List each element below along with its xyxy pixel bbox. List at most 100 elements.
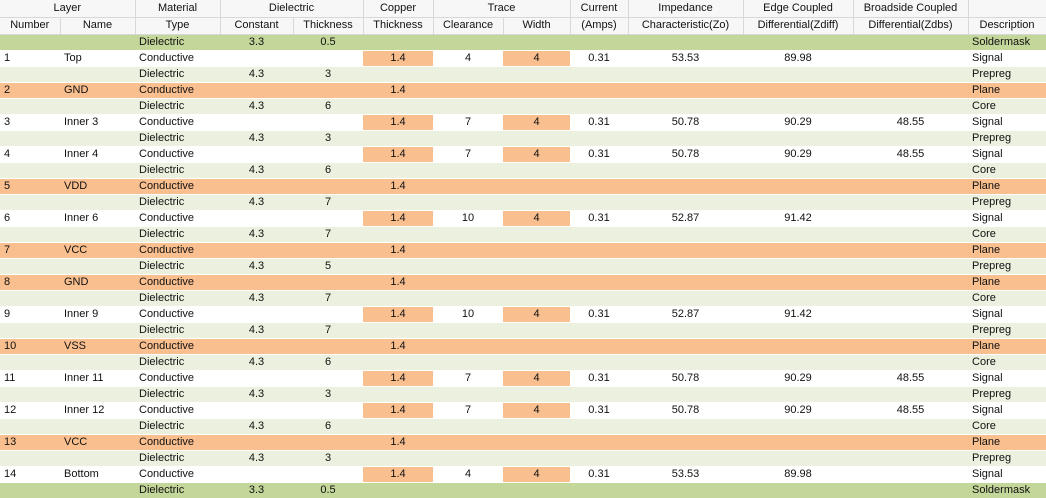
cell [570, 418, 629, 435]
cell [60, 130, 135, 147]
cell [853, 354, 969, 371]
cell [293, 242, 364, 259]
cell: 9 [0, 306, 60, 323]
cell: 3.3 [220, 34, 293, 51]
cell [433, 434, 504, 451]
cell: 7 [433, 114, 504, 131]
cell: Dielectric [135, 98, 220, 115]
cell [743, 274, 854, 291]
layer-row: Dielectric 4.3 6 Core [0, 98, 1046, 115]
cell [363, 194, 434, 211]
cell: Conductive [135, 114, 220, 131]
cell [363, 482, 434, 498]
cell: Dielectric [135, 194, 220, 211]
cell [433, 226, 504, 243]
column-header-cell: Clearance [433, 17, 504, 35]
cell [743, 194, 854, 211]
cell: 89.98 [743, 466, 854, 483]
cell [853, 66, 969, 83]
cell: 6 [293, 98, 364, 115]
cell [433, 130, 504, 147]
cell: Signal [968, 370, 1046, 387]
cell [743, 290, 854, 307]
cell [570, 354, 629, 371]
layer-row: 6 Inner 6 Conductive 1.4 10 4 0.31 52.87 91.42 Si… [0, 210, 1046, 227]
cell: 3 [293, 450, 364, 467]
cell [743, 450, 854, 467]
cell [363, 386, 434, 403]
cell: GND [60, 82, 135, 99]
cell [853, 338, 969, 355]
cell [433, 194, 504, 211]
cell [570, 338, 629, 355]
cell: 1.4 [363, 306, 434, 323]
cell: 12 [0, 402, 60, 419]
cell [570, 162, 629, 179]
cell [363, 162, 434, 179]
cell: 90.29 [743, 146, 854, 163]
group-header-cell: Current [570, 0, 629, 18]
cell: 11 [0, 370, 60, 387]
layer-row: Dielectric 4.3 6 Core [0, 418, 1046, 435]
cell [503, 386, 571, 403]
cell: 1.4 [363, 50, 434, 67]
cell [363, 418, 434, 435]
layer-row: Dielectric 4.3 6 Core [0, 162, 1046, 179]
cell [853, 466, 969, 483]
cell: Dielectric [135, 450, 220, 467]
cell [220, 50, 293, 67]
cell: VCC [60, 434, 135, 451]
cell [503, 130, 571, 147]
cell [570, 242, 629, 259]
cell [0, 162, 60, 179]
cell: 5 [0, 178, 60, 195]
cell [293, 274, 364, 291]
cell [570, 274, 629, 291]
cell: 0.31 [570, 306, 629, 323]
cell [628, 450, 744, 467]
cell: 4.3 [220, 322, 293, 339]
cell [853, 386, 969, 403]
cell [503, 242, 571, 259]
layer-row: Dielectric 3.3 0.5 Soldermask [0, 482, 1046, 498]
cell: Dielectric [135, 34, 220, 51]
cell [743, 482, 854, 498]
cell: Prepreg [968, 322, 1046, 339]
cell: 0.31 [570, 370, 629, 387]
cell: 4 [503, 306, 571, 323]
cell [853, 306, 969, 323]
cell [293, 82, 364, 99]
cell: Core [968, 226, 1046, 243]
cell [363, 258, 434, 275]
cell [628, 34, 744, 51]
cell [220, 466, 293, 483]
cell: 50.78 [628, 402, 744, 419]
cell: Prepreg [968, 450, 1046, 467]
layer-row: Dielectric 4.3 7 Core [0, 226, 1046, 243]
cell [628, 338, 744, 355]
cell: 7 [293, 226, 364, 243]
cell: Conductive [135, 210, 220, 227]
table-body: Dielectric 3.3 0.5 Soldermask 1 Top Conductive… [0, 34, 1046, 498]
cell [293, 306, 364, 323]
cell [743, 178, 854, 195]
cell: Conductive [135, 466, 220, 483]
cell [570, 178, 629, 195]
cell [433, 82, 504, 99]
layer-row: Dielectric 4.3 7 Core [0, 290, 1046, 307]
cell [503, 34, 571, 51]
cell: Signal [968, 50, 1046, 67]
column-header-cell: Number [0, 17, 61, 35]
cell: 0.31 [570, 402, 629, 419]
cell: 52.87 [628, 210, 744, 227]
cell [0, 34, 60, 51]
cell: 7 [433, 146, 504, 163]
cell: 13 [0, 434, 60, 451]
cell [60, 322, 135, 339]
cell [60, 482, 135, 498]
cell: Core [968, 162, 1046, 179]
cell [60, 386, 135, 403]
layer-row: 7 VCC Conductive 1.4 Plane [0, 242, 1046, 259]
cell: 0.31 [570, 210, 629, 227]
layer-row: 9 Inner 9 Conductive 1.4 10 4 0.31 52.87 91.42 Si… [0, 306, 1046, 323]
